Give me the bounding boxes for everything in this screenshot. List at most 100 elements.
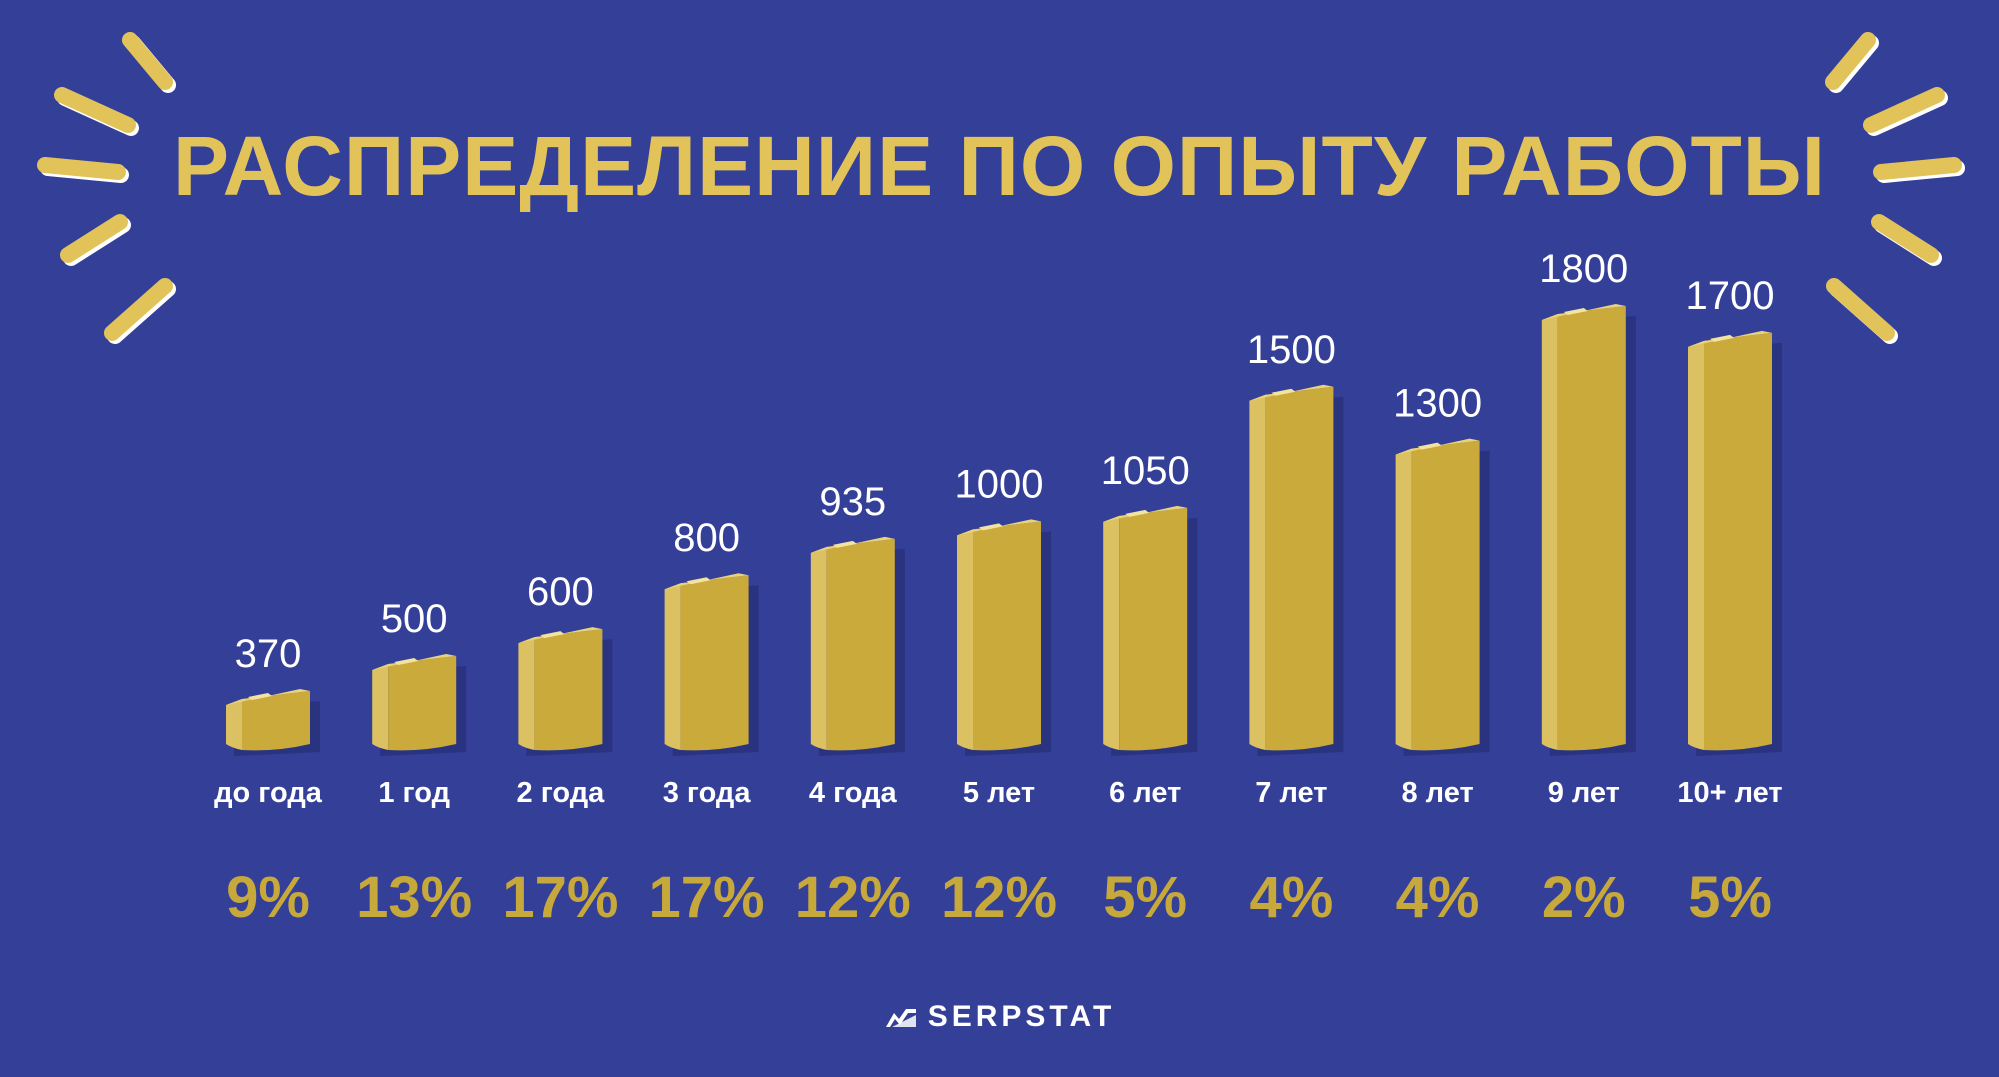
bar-top xyxy=(518,627,603,644)
bar-top xyxy=(226,689,310,705)
percent-label: 4% xyxy=(1249,865,1333,930)
percent-label: 5% xyxy=(1103,865,1187,930)
bar-highlight xyxy=(832,540,857,548)
category-label: 3 года xyxy=(663,777,752,809)
bar xyxy=(1395,438,1490,756)
value-label: 1050 xyxy=(1101,449,1190,493)
category-label: 7 лет xyxy=(1255,777,1327,809)
value-label: 1500 xyxy=(1247,328,1336,372)
bar-side xyxy=(1688,340,1704,750)
category-label: 4 года xyxy=(809,777,898,809)
ray xyxy=(1825,32,1879,93)
value-label: 370 xyxy=(235,632,302,676)
category-label: 10+ лет xyxy=(1677,777,1782,809)
value-label: 1700 xyxy=(1686,274,1775,318)
value-label: 800 xyxy=(673,516,740,560)
bar-highlight xyxy=(1271,388,1296,396)
bar-highlight xyxy=(1710,334,1734,342)
value-label: 1000 xyxy=(955,462,1044,506)
bar-face xyxy=(680,575,749,751)
ray xyxy=(1863,87,1948,136)
ray xyxy=(104,278,176,344)
bar-highlight xyxy=(1417,442,1442,450)
value-labels-group: 370 500 600 800 935 1000 1050 1500 1300 1800 1700 xyxy=(235,247,1775,676)
bar-side xyxy=(1395,448,1412,750)
bar xyxy=(810,536,905,756)
percent-label: 5% xyxy=(1688,865,1772,930)
bar-highlight xyxy=(1125,509,1150,517)
percent-label: 12% xyxy=(795,865,911,930)
ray xyxy=(60,214,131,266)
bar xyxy=(518,627,613,756)
serpstat-logo-icon xyxy=(885,1009,916,1027)
bar-side xyxy=(1249,394,1266,750)
bar-face xyxy=(1557,306,1626,751)
bar xyxy=(1688,330,1782,756)
bar-highlight xyxy=(540,631,565,639)
bar-top xyxy=(1541,304,1626,320)
percent-label: 12% xyxy=(941,865,1057,930)
value-label: 1800 xyxy=(1539,247,1628,291)
category-label: 9 лет xyxy=(1548,777,1620,809)
category-labels-group: до года 1 год 2 года 3 года 4 года 5 лет 6 лет… xyxy=(214,777,1783,809)
bar-top xyxy=(1688,330,1772,347)
category-label: до года xyxy=(214,777,323,809)
category-label: 8 лет xyxy=(1402,777,1474,809)
bar-top xyxy=(664,573,749,590)
bar-side xyxy=(518,637,535,750)
bars-group xyxy=(226,304,1782,756)
bar-top xyxy=(372,654,457,670)
bar-face xyxy=(534,629,603,751)
bar-highlight xyxy=(686,577,711,585)
bar xyxy=(1249,384,1344,756)
ray xyxy=(1873,157,1965,183)
bar-top xyxy=(957,519,1041,536)
percent-label: 4% xyxy=(1396,865,1480,930)
category-label: 1 год xyxy=(378,777,450,809)
bar-highlight xyxy=(1563,308,1588,315)
bar-side xyxy=(1541,314,1558,750)
bar xyxy=(226,689,320,756)
value-label: 600 xyxy=(527,570,594,614)
percent-labels-group: 9% 13% 17% 17% 12% 12% 5% 4% 4% 2% 5% xyxy=(226,865,1772,930)
bar-side xyxy=(957,529,973,750)
ray xyxy=(54,87,139,136)
percent-label: 9% xyxy=(226,865,310,930)
bar-top xyxy=(1103,505,1188,522)
bar-top xyxy=(1395,438,1480,455)
bar xyxy=(1541,304,1636,756)
percent-label: 17% xyxy=(649,865,765,930)
bar xyxy=(372,654,467,756)
ray xyxy=(37,157,129,183)
decorative-rays xyxy=(37,32,1965,344)
category-label: 2 года xyxy=(517,777,606,809)
ray xyxy=(122,32,176,93)
bar xyxy=(1103,505,1198,756)
bar-face xyxy=(242,691,310,751)
bar-face xyxy=(1411,440,1480,751)
brand-name: SERPSTAT xyxy=(927,1000,1116,1033)
bar-highlight xyxy=(979,523,1003,531)
bar-side xyxy=(226,699,242,750)
category-label: 5 лет xyxy=(963,777,1035,809)
bar-face xyxy=(1265,386,1334,751)
brand: SERPSTAT xyxy=(0,1000,1999,1034)
chart-title: РАСПРЕДЕЛЕНИЕ ПО ОПЫТУ РАБОТЫ xyxy=(172,119,1826,213)
bar-side xyxy=(372,664,389,750)
bar-face xyxy=(388,656,457,751)
bar-highlight xyxy=(248,693,272,700)
ray xyxy=(1826,278,1898,344)
bar-side xyxy=(810,546,827,750)
bar-side xyxy=(1103,515,1120,750)
bar-face xyxy=(826,538,895,751)
bar-face xyxy=(1119,507,1188,751)
percent-label: 17% xyxy=(502,865,618,930)
value-label: 935 xyxy=(819,480,886,524)
value-label: 1300 xyxy=(1393,382,1482,426)
bar-top xyxy=(810,536,895,553)
bar-highlight xyxy=(394,658,419,665)
bar-side xyxy=(664,583,681,750)
ray xyxy=(1871,214,1942,266)
